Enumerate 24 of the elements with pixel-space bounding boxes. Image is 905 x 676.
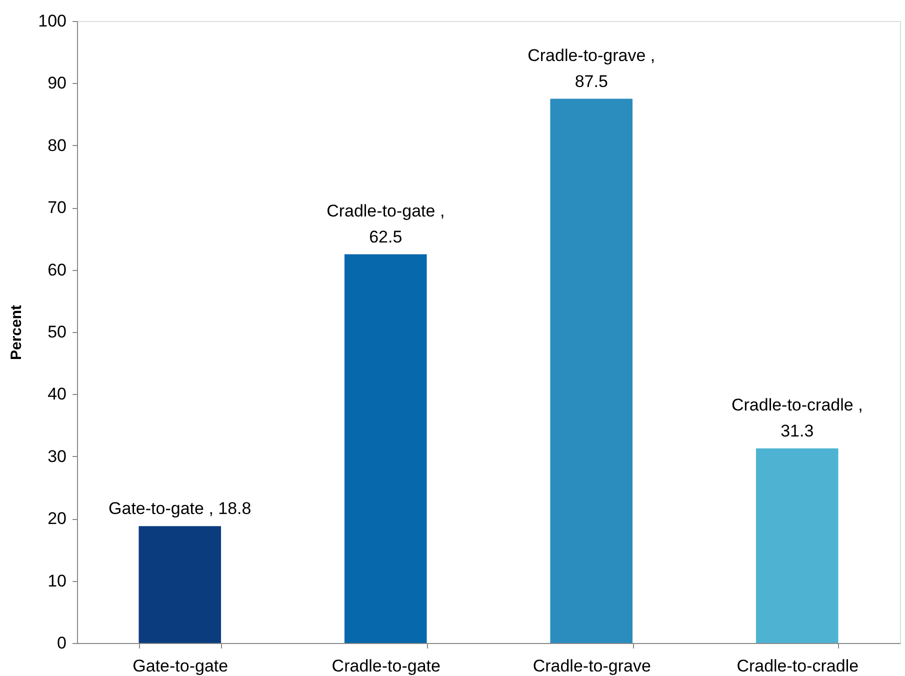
- x-tick-label: Cradle-to-gate: [332, 656, 440, 676]
- bar: [550, 98, 633, 643]
- x-tick-label: Cradle-to-grave: [532, 656, 651, 676]
- data-label: Gate-to-gate , 18.8: [108, 499, 252, 518]
- y-tick-label: 90: [48, 74, 66, 93]
- y-tick-label: 10: [48, 571, 66, 590]
- y-tick-label: 70: [48, 198, 66, 218]
- y-tick-label: 80: [48, 136, 66, 155]
- y-tick-label: 0: [57, 634, 66, 652]
- y-tick-label: 30: [48, 446, 66, 466]
- y-tick-label: 50: [48, 322, 66, 342]
- y-tick-label: 40: [48, 384, 66, 404]
- y-tick-label: 20: [48, 509, 66, 528]
- text: Cradle-to-cradle , 31.3: [731, 395, 863, 440]
- text: Cradle-to-gate , 62.5: [326, 201, 445, 246]
- bar: [138, 526, 222, 643]
- y-tick-label: 100: [38, 12, 66, 30]
- bar: [756, 448, 838, 643]
- x-tick-label: Cradle-to-cradle: [736, 656, 859, 676]
- y-tick-label: 60: [48, 260, 66, 280]
- y-axis-title: Percent: [8, 304, 26, 360]
- bar: [344, 254, 427, 643]
- x-tick-label: Gate-to-gate: [132, 656, 228, 676]
- text: Cradle-to-grave , 87.5: [528, 46, 656, 91]
